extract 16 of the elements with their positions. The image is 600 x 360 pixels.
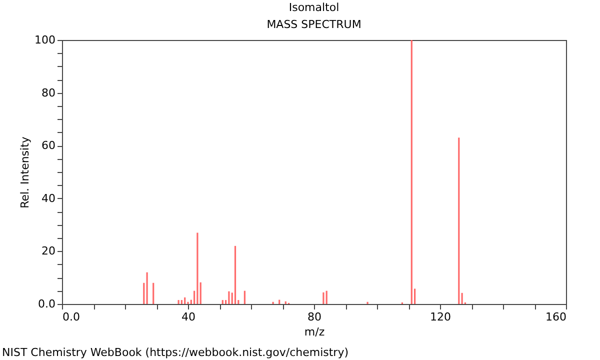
y-tick-label: 0.0 <box>38 298 56 310</box>
x-axis-title: m/z <box>304 326 325 338</box>
x-tick-label: 0.0 <box>62 310 80 324</box>
y-axis-title: Rel. Intensity <box>18 136 32 208</box>
x-tick-label: 160 <box>546 310 566 324</box>
x-tick-label: 120 <box>430 310 451 324</box>
y-tick-label: 100 <box>34 34 56 46</box>
y-tick-label: 80 <box>42 86 56 100</box>
y-tick-label: 20 <box>42 244 56 258</box>
chart-subtitle: MASS SPECTRUM <box>266 18 362 31</box>
x-tick-label: 40 <box>182 310 196 324</box>
chart-title: Isomaltol <box>288 1 340 14</box>
y-tick-label: 60 <box>42 139 56 152</box>
y-tick-label: 40 <box>42 192 56 205</box>
x-tick-label: 80 <box>308 310 322 324</box>
text: NIST Chemistry WebBook (https://webbook.nist.gov/chemistry) <box>2 346 348 359</box>
